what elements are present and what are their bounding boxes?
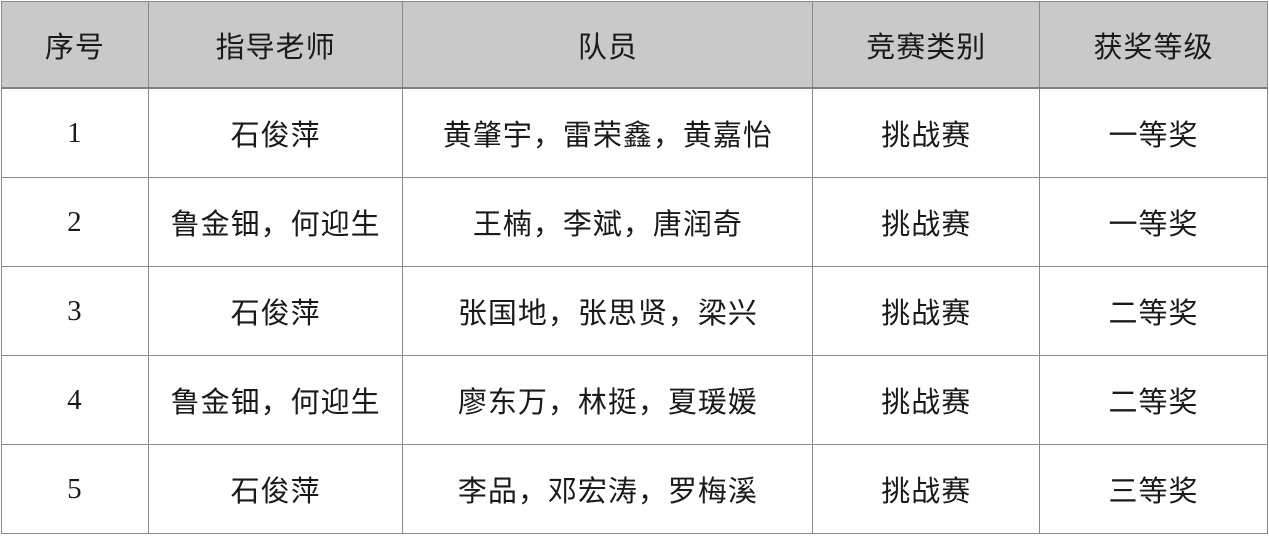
cell-award: 二等奖 (1039, 266, 1268, 356)
cell-category: 挑战赛 (812, 266, 1041, 356)
cell-teacher: 鲁金钿，何迎生 (147, 177, 404, 267)
cell-category: 挑战赛 (812, 177, 1041, 267)
cell-teacher: 石俊萍 (147, 444, 404, 534)
cell-category: 挑战赛 (812, 355, 1041, 445)
table-row: 4 鲁金钿，何迎生 廖东万，林挺，夏瑗媛 挑战赛 二等奖 (1, 355, 1268, 445)
header-cell-members: 队员 (402, 1, 814, 89)
cell-no: 1 (1, 87, 149, 178)
table-row: 1 石俊萍 黄肇宇，雷荣鑫，黄嘉怡 挑战赛 一等奖 (1, 87, 1268, 178)
cell-members: 张国地，张思贤，梁兴 (402, 266, 814, 356)
cell-teacher: 石俊萍 (147, 266, 404, 356)
header-row: 序号 指导老师 队员 竞赛类别 获奖等级 (1, 1, 1268, 89)
cell-award: 一等奖 (1039, 177, 1268, 267)
cell-members: 李品，邓宏涛，罗梅溪 (402, 444, 814, 534)
table-row: 2 鲁金钿，何迎生 王楠，李斌，唐润奇 挑战赛 一等奖 (1, 177, 1268, 267)
cell-members: 王楠，李斌，唐润奇 (402, 177, 814, 267)
header-cell-award: 获奖等级 (1039, 1, 1268, 89)
cell-no: 3 (1, 266, 149, 356)
header-cell-no: 序号 (1, 1, 149, 89)
cell-no: 5 (1, 444, 149, 534)
cell-teacher: 石俊萍 (147, 87, 404, 178)
cell-no: 2 (1, 177, 149, 267)
cell-award: 三等奖 (1039, 444, 1268, 534)
table-row: 3 石俊萍 张国地，张思贤，梁兴 挑战赛 二等奖 (1, 266, 1268, 356)
table-body: 1 石俊萍 黄肇宇，雷荣鑫，黄嘉怡 挑战赛 一等奖 2 鲁金钿，何迎生 王楠，李斌，唐润奇 挑战… (1, 87, 1268, 534)
header-cell-teacher: 指导老师 (147, 1, 404, 89)
cell-members: 黄肇宇，雷荣鑫，黄嘉怡 (402, 87, 814, 178)
cell-members: 廖东万，林挺，夏瑗媛 (402, 355, 814, 445)
cell-no: 4 (1, 355, 149, 445)
cell-award: 二等奖 (1039, 355, 1268, 445)
header-cell-category: 竞赛类别 (812, 1, 1041, 89)
cell-award: 一等奖 (1039, 87, 1268, 178)
cell-category: 挑战赛 (812, 444, 1041, 534)
table-header: 序号 指导老师 队员 竞赛类别 获奖等级 (1, 1, 1268, 89)
table-row: 5 石俊萍 李品，邓宏涛，罗梅溪 挑战赛 三等奖 (1, 444, 1268, 534)
cell-category: 挑战赛 (812, 87, 1041, 178)
cell-teacher: 鲁金钿，何迎生 (147, 355, 404, 445)
